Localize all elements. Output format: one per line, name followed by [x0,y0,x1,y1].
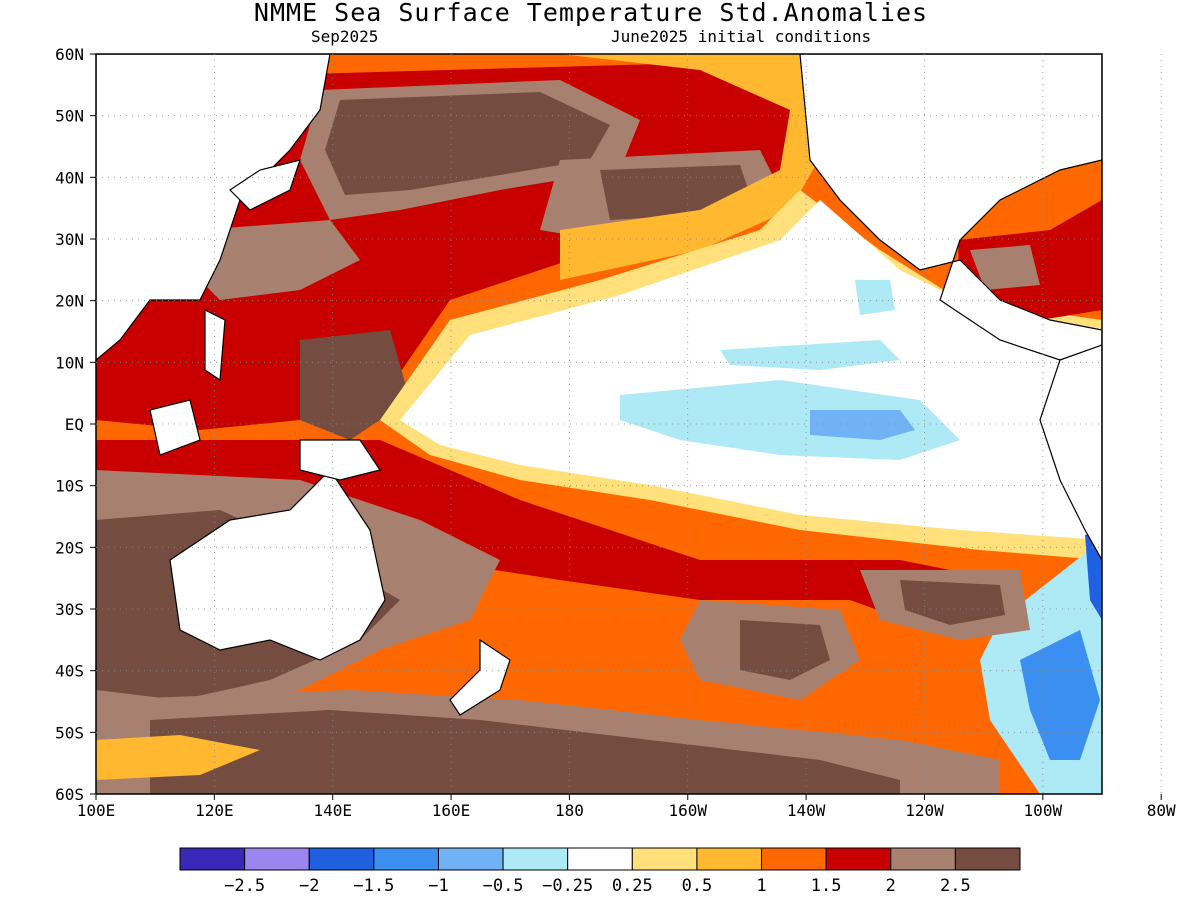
west-pacific-dark-blob [300,330,410,440]
lat-tick-label: 30S [55,600,84,619]
colorbar-swatch [502,847,569,871]
lon-tick-label: 160W [668,801,707,820]
eastern-north-pacific-orange [560,54,830,280]
lon-tick-label: 80W [1147,801,1176,820]
japan-land [229,159,301,211]
colorbar-swatch [244,847,310,871]
equatorial-cool-core [810,410,915,440]
colorbar-label: −2 [299,876,319,896]
baja-cool-patch [855,280,895,315]
latitude-axis: 60N 50N 40N 30N 20N 10N EQ 10S 20S 30S 40S 50S 60S [55,45,96,804]
lat-tick-label: 40S [55,662,84,681]
gulf-brown [970,245,1040,290]
colorbar-swatch [761,847,827,871]
lat-tick-label: 50S [55,723,84,742]
colorbar-label: 2 [886,876,896,896]
borneo-land [149,399,201,456]
tropical-cool-band [720,340,900,370]
equatorial-cool-patch [620,380,960,460]
lon-tick-label: 180 [555,801,584,820]
forecast-month-label: Sep2025 [311,27,379,46]
lat-tick-label: 10S [55,477,84,496]
lat-tick-label: 30N [55,230,84,249]
colorbar-swatch [179,847,246,871]
lon-tick-label: 120E [195,801,234,820]
lat-tick-label: 10N [55,353,84,372]
central-south-dark [740,620,830,680]
lon-tick-label: 100E [77,801,116,820]
colorbar-label: 0.5 [682,876,713,896]
colorbar-label: 1.5 [811,876,842,896]
lon-tick-label: 140E [313,801,352,820]
colorbar-label: −1.5 [353,876,394,896]
initial-conditions-label: June2025 initial conditions [611,27,872,46]
colorbar-swatch [890,847,956,871]
north-pacific-dark-blob [325,92,610,195]
colorbar-label: 1 [756,876,766,896]
west-pacific-brown-blob [190,220,360,300]
lat-tick-label: 60N [55,45,84,64]
colorbar: −2.5 −2 −1.5 −1 −0.5 −0.25 0.25 0.5 1 1.5 2 2.5 [179,847,1021,896]
lat-tick-label: 60S [55,785,84,804]
colorbar-swatch [696,847,763,871]
lat-tick-label: EQ [65,415,84,434]
colorbar-swatch [825,847,892,871]
sst-anomaly-field [96,54,1102,794]
southern-ocean-orange [96,735,260,780]
lon-tick-label: 160E [432,801,471,820]
lat-tick-label: 20S [55,538,84,557]
colorbar-swatch [631,847,698,871]
south-america-land [1039,344,1102,562]
colorbar-label: −0.5 [483,876,524,896]
colorbar-swatch [373,847,439,871]
colorbar-label: −0.25 [542,876,593,896]
lon-tick-label: 120W [905,801,944,820]
new-zealand-land [449,638,511,716]
colorbar-swatch [437,847,504,871]
colorbar-swatch [308,847,375,871]
lat-tick-label: 50N [55,107,84,126]
colorbar-label: −1 [428,876,448,896]
new-guinea-land [299,439,381,481]
colorbar-swatch [954,847,1021,871]
lat-tick-label: 40N [55,168,84,187]
colorbar-swatch [567,847,633,871]
southeast-pacific-cool-core [1020,630,1100,760]
southeast-dark-blob [900,580,1005,625]
map-title: NMME Sea Surface Temperature Std.Anomali… [253,0,929,27]
landmasses [96,54,1102,716]
lat-tick-label: 20N [55,292,84,311]
tropical-neutral-white [400,200,1102,540]
north-america-land [799,54,1102,361]
colorbar-label: 2.5 [940,876,971,896]
lon-tick-label: 140W [787,801,826,820]
colorbar-label: −2.5 [224,876,265,896]
longitude-axis: 100E 120E 140E 160E 180 160W 140W 120W 100W 80W [77,794,1176,820]
asia-land [96,54,331,361]
australia-land [169,469,386,661]
colorbar-label: 0.25 [612,876,653,896]
lon-tick-label: 100W [1024,801,1063,820]
southern-ocean-dark [150,710,900,794]
